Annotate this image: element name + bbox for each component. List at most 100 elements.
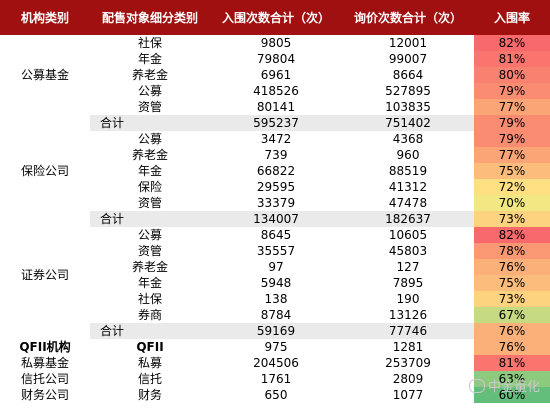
entry-rate: 76% bbox=[474, 259, 550, 275]
subcategory: 保险 bbox=[137, 179, 162, 194]
table-row: 养老金 739 960 77% bbox=[0, 147, 550, 163]
subcategory: 社保 bbox=[137, 291, 162, 306]
entry-rate: 79% bbox=[474, 83, 550, 99]
institution-category: QFII机构 bbox=[19, 339, 71, 354]
table-body: 公募基金 社保 9805 12001 82% 年金 79804 99007 81% 养老金 6961… bbox=[0, 35, 550, 403]
institution-category: 证券公司 bbox=[20, 267, 69, 282]
header-inquiry-count: 询价次数合计（次） bbox=[342, 0, 474, 35]
inquiry-count: 190 bbox=[396, 291, 420, 306]
subcategory: 财务 bbox=[137, 387, 162, 402]
entry-rate: 80% bbox=[474, 67, 550, 83]
inquiry-count: 960 bbox=[396, 147, 420, 162]
table-row: 私募基金 私募 204506 253709 81% bbox=[0, 355, 550, 371]
table-row: 年金 79804 99007 81% bbox=[0, 51, 550, 67]
entered-count: 1761 bbox=[260, 371, 292, 386]
entry-rate: 67% bbox=[474, 307, 550, 323]
entered-count: 80141 bbox=[256, 99, 296, 114]
table-row: 证券公司 公募 8645 10605 82% bbox=[0, 227, 550, 282]
entered-count: 8645 bbox=[260, 227, 292, 242]
total-label: 合计 bbox=[90, 115, 210, 131]
entered-count: 739 bbox=[264, 147, 288, 162]
inquiry-count: 12001 bbox=[388, 35, 428, 50]
inquiry-count: 10605 bbox=[388, 227, 428, 242]
entered-count: 138 bbox=[264, 291, 288, 306]
table-row: 信托公司 信托 1761 2809 63% bbox=[0, 371, 550, 387]
table-row: 公募基金 社保 9805 12001 82% bbox=[0, 35, 550, 82]
entered-count: 418526 bbox=[253, 83, 299, 98]
entry-rate: 70% bbox=[474, 195, 550, 211]
entered-count: 66822 bbox=[256, 163, 296, 178]
inquiry-count: 127 bbox=[396, 259, 420, 274]
entered-count: 9805 bbox=[260, 35, 292, 50]
subcategory: 年金 bbox=[137, 163, 162, 178]
institution-category: 保险公司 bbox=[20, 163, 69, 178]
subcategory: 私募 bbox=[137, 355, 162, 370]
inquiry-count: 99007 bbox=[388, 51, 428, 66]
inquiry-count: 182637 bbox=[342, 211, 474, 227]
entry-rate: 73% bbox=[474, 291, 550, 307]
entry-rate: 78% bbox=[474, 243, 550, 259]
inquiry-count: 103835 bbox=[385, 99, 431, 114]
entry-rate: 72% bbox=[474, 179, 550, 195]
entered-count: 3472 bbox=[260, 131, 292, 146]
inquiry-count: 1281 bbox=[392, 339, 424, 354]
subcategory: 社保 bbox=[137, 35, 162, 50]
inquiry-count: 1077 bbox=[392, 387, 424, 402]
subcategory: 养老金 bbox=[131, 259, 168, 274]
subcategory: 养老金 bbox=[131, 147, 168, 162]
table-row: 资管 33379 47478 70% bbox=[0, 195, 550, 211]
inquiry-count: 2809 bbox=[392, 371, 424, 386]
inquiry-count: 77746 bbox=[342, 323, 474, 339]
entry-rate: 81% bbox=[474, 355, 550, 371]
entered-count: 29595 bbox=[256, 179, 296, 194]
table-row: 资管 35557 45803 78% bbox=[0, 243, 550, 259]
entered-count: 6961 bbox=[260, 67, 292, 82]
subcategory: 公募 bbox=[137, 83, 162, 98]
inquiry-count: 8664 bbox=[392, 67, 424, 82]
inquiry-count: 13126 bbox=[388, 307, 428, 322]
entry-rate: 82% bbox=[474, 35, 550, 51]
table-row: QFII机构 QFII 975 1281 76% bbox=[0, 339, 550, 355]
entered-count: 33379 bbox=[256, 195, 296, 210]
entered-count: 650 bbox=[264, 387, 288, 402]
total-label: 合计 bbox=[90, 323, 210, 339]
subcategory: 养老金 bbox=[131, 67, 168, 82]
inquiry-count: 7895 bbox=[392, 275, 424, 290]
header-category: 机构类别 bbox=[0, 0, 90, 35]
table-total-row: 合计 59169 77746 76% bbox=[0, 323, 550, 339]
entered-count: 97 bbox=[268, 259, 284, 274]
entry-rate: 82% bbox=[474, 227, 550, 243]
table-row: 保险公司 公募 3472 4368 79% bbox=[0, 131, 550, 178]
inquiry-count: 41312 bbox=[388, 179, 428, 194]
wechat-icon bbox=[468, 379, 485, 393]
watermark: 中金量化 bbox=[468, 376, 540, 395]
entry-rate: 76% bbox=[474, 339, 550, 355]
header-subcategory: 配售对象细分类别 bbox=[90, 0, 210, 35]
table-row: 社保 138 190 73% bbox=[0, 291, 550, 307]
inquiry-count: 527895 bbox=[385, 83, 431, 98]
table-row: 财务公司 财务 650 1077 60% bbox=[0, 387, 550, 403]
entered-count: 975 bbox=[264, 339, 288, 354]
entry-rate: 75% bbox=[474, 275, 550, 291]
entered-count: 79804 bbox=[256, 51, 296, 66]
table-row: 养老金 97 127 76% bbox=[0, 259, 550, 275]
subcategory: 信托 bbox=[137, 371, 162, 386]
watermark-text: 中金量化 bbox=[487, 380, 540, 395]
table-row: 年金 5948 7895 75% bbox=[0, 275, 550, 291]
subcategory: 公募 bbox=[137, 131, 162, 146]
entry-rate: 77% bbox=[474, 147, 550, 163]
entry-rate: 79% bbox=[474, 131, 550, 147]
table-row: 资管 80141 103835 77% bbox=[0, 99, 550, 115]
table-row: 公募 418526 527895 79% bbox=[0, 83, 550, 99]
entry-rate: 77% bbox=[474, 99, 550, 115]
inquiry-count: 88519 bbox=[388, 163, 428, 178]
subcategory: 资管 bbox=[137, 243, 162, 258]
subcategory: 年金 bbox=[137, 51, 162, 66]
entered-count: 35557 bbox=[256, 243, 296, 258]
entry-rate: 81% bbox=[474, 51, 550, 67]
entry-rate: 60% bbox=[474, 387, 550, 403]
table-row: 年金 66822 88519 75% bbox=[0, 163, 550, 179]
total-label: 合计 bbox=[90, 211, 210, 227]
entered-count: 59169 bbox=[210, 323, 342, 339]
